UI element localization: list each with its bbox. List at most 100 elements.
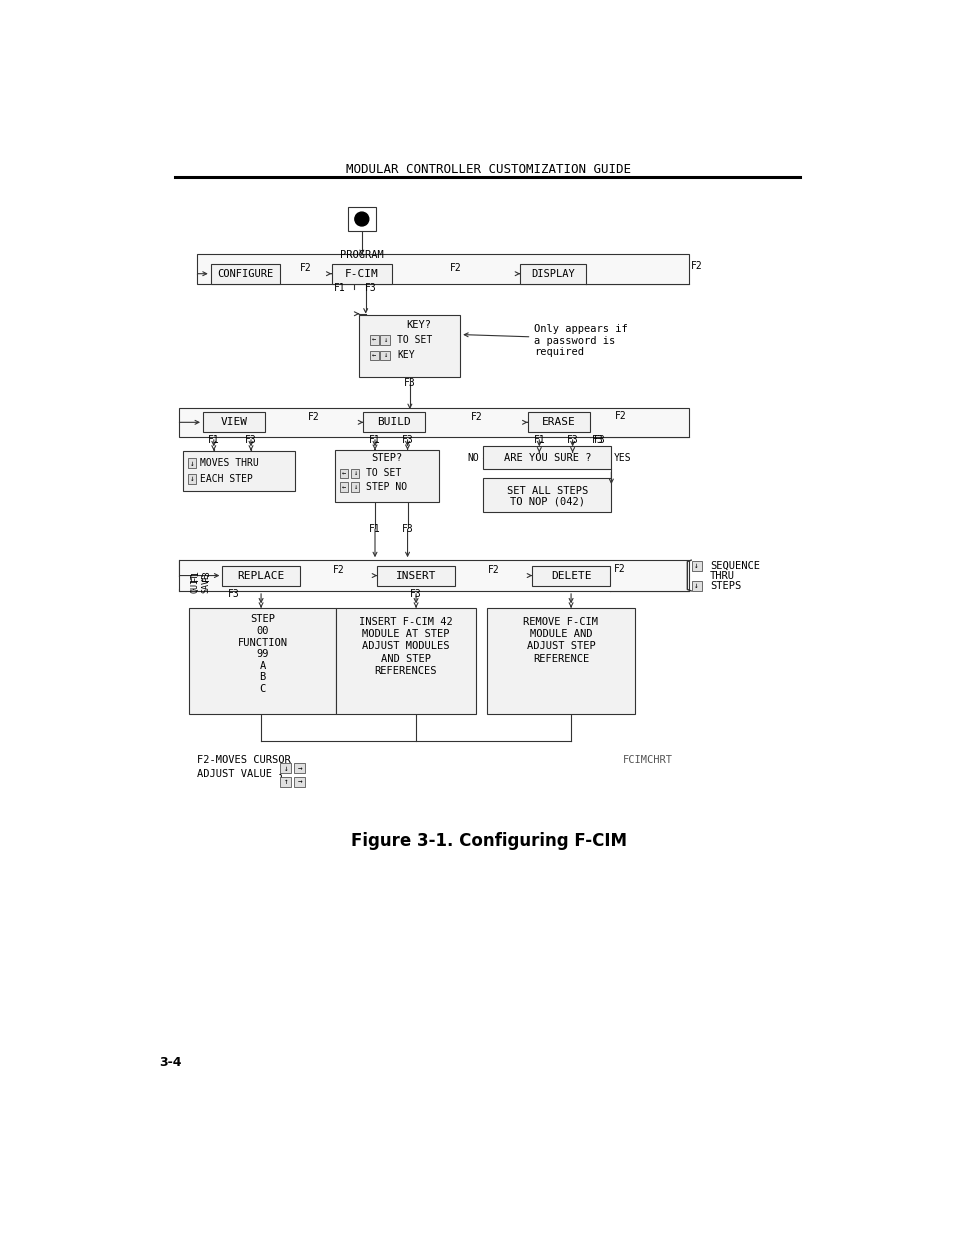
Text: F3: F3 <box>401 435 413 445</box>
Bar <box>280 763 291 773</box>
Bar <box>183 451 294 490</box>
Bar <box>335 450 439 503</box>
Text: ↓: ↓ <box>382 337 387 343</box>
Bar <box>483 446 611 469</box>
Text: F1: F1 <box>208 435 219 445</box>
Text: STEP: STEP <box>250 615 274 625</box>
Text: F2-MOVES CURSOR: F2-MOVES CURSOR <box>196 756 291 766</box>
Bar <box>691 580 700 590</box>
Text: 99: 99 <box>256 650 269 659</box>
Text: ADJUST VALUE {: ADJUST VALUE { <box>196 768 284 778</box>
Text: F3: F3 <box>594 435 605 445</box>
Text: F3: F3 <box>410 589 421 599</box>
Text: A: A <box>259 661 266 671</box>
Text: INSERT: INSERT <box>395 571 436 580</box>
Text: MODULE AND: MODULE AND <box>529 629 592 638</box>
Bar <box>377 566 455 585</box>
Text: F2: F2 <box>487 566 499 576</box>
Text: ↓: ↓ <box>694 580 699 590</box>
Text: STEP NO: STEP NO <box>365 482 406 492</box>
Bar <box>179 561 688 592</box>
Text: MODULAR CONTROLLER CUSTOMIZATION GUIDE: MODULAR CONTROLLER CUSTOMIZATION GUIDE <box>346 163 631 177</box>
Text: F1: F1 <box>533 435 544 445</box>
Text: KEY: KEY <box>397 351 415 361</box>
Bar <box>294 777 305 787</box>
Text: F1: F1 <box>191 571 199 580</box>
Text: F2: F2 <box>333 566 344 576</box>
Text: SAVE: SAVE <box>201 573 211 593</box>
Text: TO SET: TO SET <box>365 468 400 478</box>
Text: F3: F3 <box>228 589 239 599</box>
Text: STEP?: STEP? <box>371 453 402 463</box>
Bar <box>332 264 392 284</box>
Bar <box>188 473 196 484</box>
Text: 3-4: 3-4 <box>159 1056 182 1068</box>
Text: FCIMCHRT: FCIMCHRT <box>622 756 672 766</box>
Text: ADJUST STEP: ADJUST STEP <box>526 641 595 651</box>
Text: 00: 00 <box>256 626 269 636</box>
Text: INSERT F-CIM 42: INSERT F-CIM 42 <box>358 616 453 626</box>
Text: REFERENCE: REFERENCE <box>533 653 589 663</box>
Bar <box>179 408 688 437</box>
Text: →: → <box>297 777 302 787</box>
Text: DELETE: DELETE <box>550 571 591 580</box>
Bar <box>532 566 609 585</box>
Text: YES: YES <box>613 453 631 463</box>
Bar <box>519 264 585 284</box>
Text: ←: ← <box>372 337 375 343</box>
Text: ERASE: ERASE <box>541 417 575 427</box>
Text: QUIT: QUIT <box>191 573 199 593</box>
Text: DISPLAY: DISPLAY <box>531 269 575 279</box>
Text: F3: F3 <box>245 435 256 445</box>
Bar <box>691 561 700 571</box>
Text: F1: F1 <box>369 525 380 535</box>
Text: ←: ← <box>372 352 375 358</box>
Text: F1: F1 <box>334 283 345 293</box>
Text: F2: F2 <box>691 261 702 270</box>
Bar <box>380 351 390 359</box>
Text: TO NOP (042): TO NOP (042) <box>510 496 584 506</box>
Text: VIEW: VIEW <box>220 417 247 427</box>
Text: F-CIM: F-CIM <box>345 269 378 279</box>
Text: F2: F2 <box>300 263 312 273</box>
Bar <box>348 207 375 231</box>
Text: REMOVE F-CIM: REMOVE F-CIM <box>523 616 598 626</box>
Text: F2: F2 <box>308 412 319 422</box>
Bar <box>359 315 459 377</box>
Text: F2: F2 <box>615 411 626 421</box>
Text: ↓: ↓ <box>283 763 288 773</box>
Text: REPLACE: REPLACE <box>237 571 284 580</box>
Bar <box>363 412 425 432</box>
Text: MOVES THRU: MOVES THRU <box>199 458 258 468</box>
Text: AND STEP: AND STEP <box>380 653 431 663</box>
Text: ↓: ↓ <box>353 484 356 490</box>
Text: Only appears if
a password is
required: Only appears if a password is required <box>534 324 627 357</box>
Text: EACH STEP: EACH STEP <box>199 473 253 484</box>
Text: ADJUST MODULES: ADJUST MODULES <box>362 641 449 651</box>
Text: CONFIGURE: CONFIGURE <box>217 269 274 279</box>
Text: F3: F3 <box>365 283 376 293</box>
Text: REFERENCES: REFERENCES <box>375 666 436 676</box>
Bar <box>487 608 634 714</box>
Text: C: C <box>259 684 266 694</box>
Bar <box>483 478 611 513</box>
Text: ↓: ↓ <box>190 458 194 468</box>
Text: ARE YOU SURE ?: ARE YOU SURE ? <box>503 453 591 463</box>
Circle shape <box>355 212 369 226</box>
Bar <box>369 351 378 359</box>
Bar <box>189 608 335 714</box>
Bar <box>350 483 358 492</box>
Text: F1: F1 <box>369 435 380 445</box>
Bar <box>339 468 348 478</box>
Text: ↓: ↓ <box>190 474 194 483</box>
Text: NO: NO <box>467 453 478 463</box>
Text: ↓: ↓ <box>694 561 699 571</box>
Bar <box>380 336 390 345</box>
Text: F2: F2 <box>613 564 625 574</box>
Text: KEY?: KEY? <box>406 320 431 330</box>
Bar <box>527 412 589 432</box>
Text: TO SET: TO SET <box>397 335 433 345</box>
Text: SEQUENCE: SEQUENCE <box>709 561 759 571</box>
Text: F2: F2 <box>450 263 461 273</box>
Bar <box>339 483 348 492</box>
